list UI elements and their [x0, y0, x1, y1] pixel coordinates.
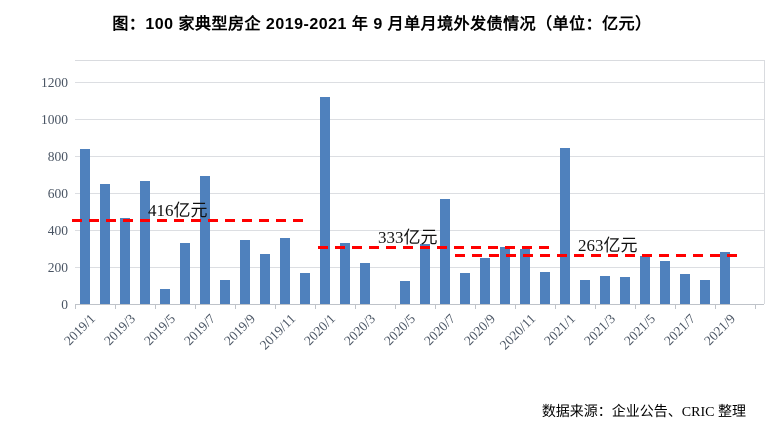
y-axis-label: 1000: [41, 112, 68, 127]
gridline: [75, 82, 764, 83]
gridline: [75, 156, 764, 157]
x-axis-tick: [475, 305, 476, 309]
bar-2019-9: [240, 240, 250, 304]
x-axis-label: 2019/5: [141, 311, 179, 349]
bar-2020-8: [460, 272, 470, 304]
x-axis-label: 2020/9: [461, 311, 499, 349]
bar-2019-3: [120, 217, 130, 304]
x-axis-label: 2021/7: [661, 311, 699, 349]
x-axis-tick: [355, 305, 356, 309]
x-axis-label: 2020/11: [497, 311, 539, 353]
x-axis-tick: [675, 305, 676, 309]
x-axis-label: 2019/1: [61, 311, 99, 349]
average-line-2: [318, 246, 556, 250]
bar-2021-5: [640, 255, 650, 304]
bar-2019-2: [100, 183, 110, 304]
y-axis-label: 800: [47, 149, 68, 164]
x-axis-tick: [75, 305, 76, 309]
x-axis-label: 2020/7: [421, 311, 459, 349]
y-axis-label: 400: [47, 223, 68, 238]
y-axis-label: 200: [47, 260, 68, 275]
gridline: [75, 193, 764, 194]
plot-border-top: [75, 60, 764, 61]
plot-border-right: [764, 60, 765, 304]
x-axis-tick: [195, 305, 196, 309]
gridline: [75, 230, 764, 231]
x-axis-tick: [595, 305, 596, 309]
bar-2020-12: [540, 271, 550, 304]
bar-2021-9: [720, 252, 730, 304]
bar-2020-10: [500, 246, 510, 304]
x-axis-tick: [715, 305, 716, 309]
bar-2020-9: [480, 257, 490, 304]
x-axis-label: 2019/3: [101, 311, 139, 349]
bar-2021-3: [600, 276, 610, 304]
y-axis-label: 600: [47, 186, 68, 201]
x-axis-tick: [275, 305, 276, 309]
bar-2020-5: [400, 280, 410, 304]
gridline: [75, 119, 764, 120]
x-axis-tick: [555, 305, 556, 309]
x-axis-tick: [435, 305, 436, 309]
bar-2020-2: [340, 242, 350, 304]
bar-2021-6: [660, 261, 670, 304]
x-axis-label: 2020/5: [381, 311, 419, 349]
average-line-label-2: 333亿元: [378, 228, 438, 248]
average-line-1: [72, 219, 308, 222]
x-axis-label: 2019/11: [257, 311, 299, 353]
x-axis-label: 2021/1: [541, 311, 579, 349]
bar-2020-11: [520, 249, 530, 304]
bar-2021-4: [620, 277, 630, 304]
x-axis-tick: [395, 305, 396, 309]
x-axis-label: 2019/9: [221, 311, 259, 349]
x-axis-tick: [115, 305, 116, 309]
bar-2021-1: [560, 147, 570, 304]
bar-2019-7: [200, 176, 210, 304]
gridline: [75, 267, 764, 268]
bar-2019-6: [180, 242, 190, 304]
x-axis-tick: [515, 305, 516, 309]
x-axis-label: 2020/1: [301, 311, 339, 349]
chart-title: 图：100 家典型房企 2019-2021 年 9 月单月境外发债情况（单位：亿…: [112, 16, 652, 33]
y-axis-label: 0: [61, 297, 68, 312]
x-axis-label: 2021/3: [581, 311, 619, 349]
average-line-label-1: 416亿元: [148, 201, 208, 220]
bar-2019-11: [280, 238, 290, 304]
x-axis-tick: [635, 305, 636, 309]
x-axis-label: 2019/7: [181, 311, 219, 349]
bar-2021-8: [700, 279, 710, 304]
x-axis-tick: [315, 305, 316, 309]
bar-2020-7: [440, 199, 450, 304]
average-line-3: [455, 253, 744, 257]
bar-2019-1: [80, 148, 90, 304]
data-source-note: 数据来源：企业公告、CRIC 整理: [541, 405, 746, 420]
x-axis-line: [75, 304, 764, 305]
x-axis-label: 2020/3: [341, 311, 379, 349]
bar-2020-6: [420, 243, 430, 304]
bar-2019-5: [160, 289, 170, 304]
bar-2019-12: [300, 273, 310, 304]
average-line-label-3: 263亿元: [578, 235, 638, 255]
bar-2019-10: [260, 254, 270, 304]
y-axis-label: 1200: [41, 75, 68, 90]
x-axis-tick: [755, 305, 756, 309]
bar-2020-3: [360, 263, 370, 304]
x-axis-tick: [235, 305, 236, 309]
x-axis-label: 2021/9: [701, 311, 739, 349]
bar-2021-2: [580, 279, 590, 304]
bar-2019-8: [220, 279, 230, 304]
bar-2020-1: [320, 96, 330, 304]
bar-2019-4: [140, 180, 150, 304]
x-axis-tick: [155, 305, 156, 309]
x-axis-label: 2021/5: [621, 311, 659, 349]
bar-2021-7: [680, 274, 690, 304]
